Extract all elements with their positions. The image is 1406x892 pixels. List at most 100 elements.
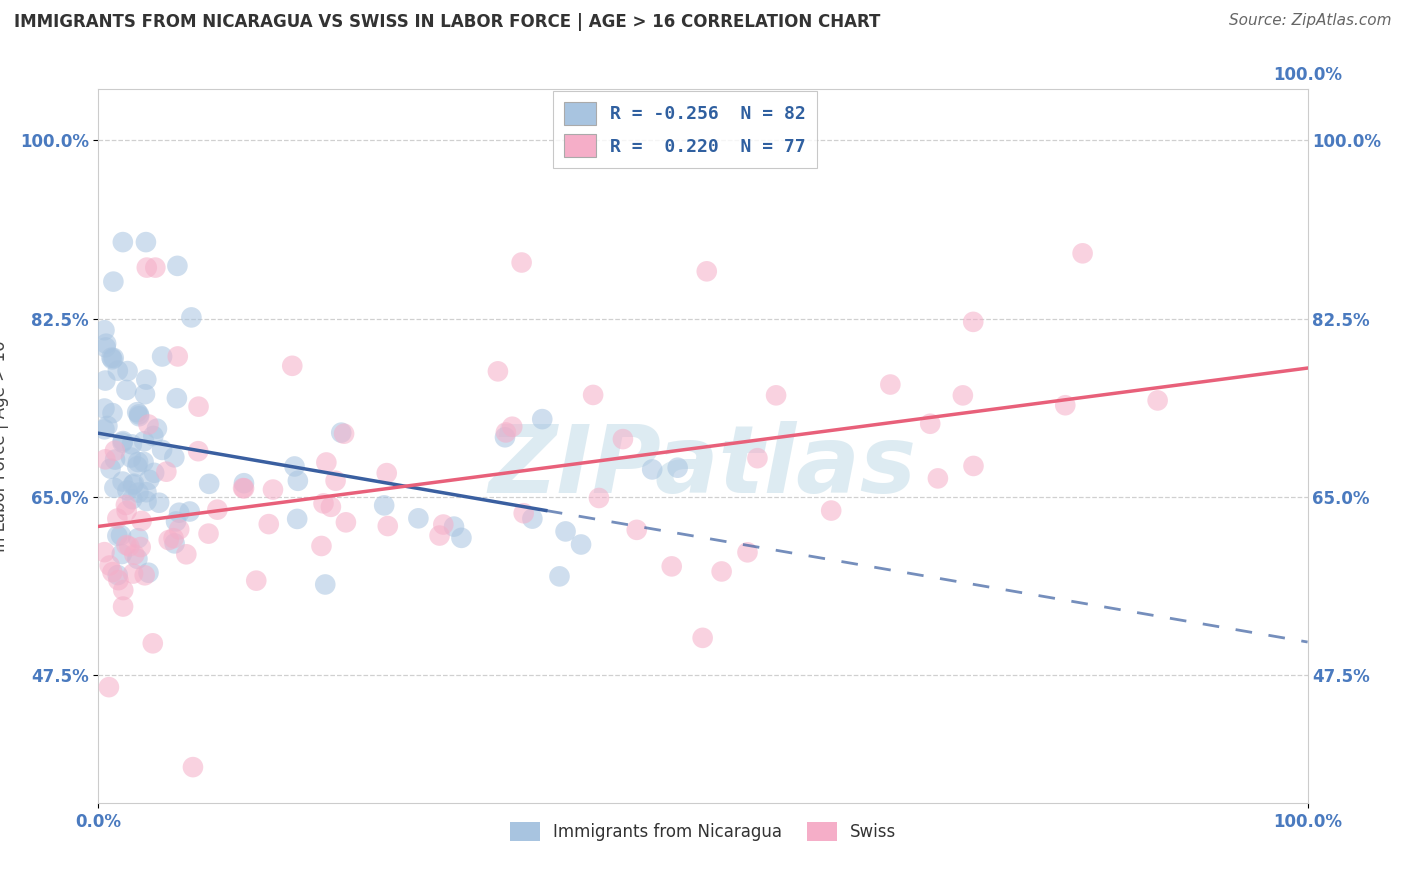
Point	[115, 504, 138, 518]
Point	[100, 351, 122, 365]
Point	[107, 573, 129, 587]
Point	[512, 506, 534, 520]
Point	[117, 483, 139, 498]
Point	[548, 569, 571, 583]
Point	[163, 536, 186, 550]
Point	[333, 426, 356, 441]
Point	[127, 459, 149, 474]
Point	[93, 323, 115, 337]
Point	[122, 477, 145, 491]
Point	[450, 531, 472, 545]
Point	[115, 498, 138, 512]
Point	[135, 260, 157, 275]
Point	[142, 429, 165, 443]
Point	[103, 351, 125, 365]
Point	[103, 275, 125, 289]
Point	[94, 336, 117, 351]
Point	[377, 519, 399, 533]
Point	[94, 374, 117, 388]
Point	[661, 559, 683, 574]
Point	[335, 516, 357, 530]
Point	[121, 492, 143, 507]
Point	[232, 481, 254, 495]
Point	[920, 417, 942, 431]
Point	[312, 496, 335, 510]
Point	[233, 481, 256, 495]
Point	[408, 511, 430, 525]
Point	[101, 565, 124, 579]
Point	[311, 539, 333, 553]
Point	[131, 514, 153, 528]
Point	[330, 425, 353, 440]
Point	[127, 485, 149, 500]
Point	[104, 452, 127, 467]
Point	[510, 255, 533, 269]
Point	[97, 680, 120, 694]
Point	[432, 517, 454, 532]
Point	[163, 450, 186, 465]
Point	[495, 425, 517, 440]
Point	[569, 537, 592, 551]
Point	[101, 406, 124, 420]
Point	[443, 519, 465, 533]
Point	[287, 474, 309, 488]
Point	[100, 461, 122, 475]
Point	[962, 458, 984, 473]
Point	[187, 400, 209, 414]
Point	[111, 435, 134, 450]
Point	[143, 466, 166, 480]
Text: ZIPatlas: ZIPatlas	[489, 421, 917, 514]
Point	[120, 450, 142, 465]
Point	[110, 528, 132, 542]
Point	[93, 545, 115, 559]
Point	[319, 500, 342, 514]
Point	[135, 235, 157, 249]
Point	[122, 476, 145, 491]
Point	[641, 462, 664, 476]
Point	[127, 405, 149, 419]
Point	[155, 465, 177, 479]
Point	[588, 491, 610, 505]
Point	[167, 523, 190, 537]
Point	[148, 496, 170, 510]
Point	[692, 631, 714, 645]
Point	[143, 260, 166, 275]
Point	[127, 551, 149, 566]
Point	[531, 412, 554, 426]
Point	[138, 417, 160, 432]
Point	[132, 455, 155, 469]
Point	[737, 545, 759, 559]
Text: IMMIGRANTS FROM NICARAGUA VS SWISS IN LABOR FORCE | AGE > 16 CORRELATION CHART: IMMIGRANTS FROM NICARAGUA VS SWISS IN LA…	[14, 13, 880, 31]
Point	[150, 442, 173, 457]
Point	[115, 538, 138, 552]
Point	[105, 529, 128, 543]
Point	[115, 383, 138, 397]
Point	[105, 511, 128, 525]
Point	[124, 548, 146, 562]
Point	[103, 481, 125, 495]
Point	[429, 528, 451, 542]
Point	[486, 364, 509, 378]
Point	[285, 512, 308, 526]
Point	[952, 388, 974, 402]
Point	[233, 476, 256, 491]
Point	[765, 388, 787, 402]
Text: Source: ZipAtlas.com: Source: ZipAtlas.com	[1229, 13, 1392, 29]
Point	[180, 310, 202, 325]
Point	[142, 636, 165, 650]
Point	[134, 568, 156, 582]
Point	[112, 599, 135, 614]
Point	[166, 350, 188, 364]
Point	[612, 432, 634, 446]
Point	[325, 474, 347, 488]
Legend: Immigrants from Nicaragua, Swiss: Immigrants from Nicaragua, Swiss	[503, 815, 903, 848]
Point	[121, 437, 143, 451]
Point	[138, 566, 160, 580]
Point	[98, 558, 121, 573]
Point	[262, 483, 284, 497]
Point	[166, 391, 188, 405]
Point	[927, 471, 949, 485]
Point	[166, 259, 188, 273]
Point	[93, 401, 115, 416]
Point	[107, 364, 129, 378]
